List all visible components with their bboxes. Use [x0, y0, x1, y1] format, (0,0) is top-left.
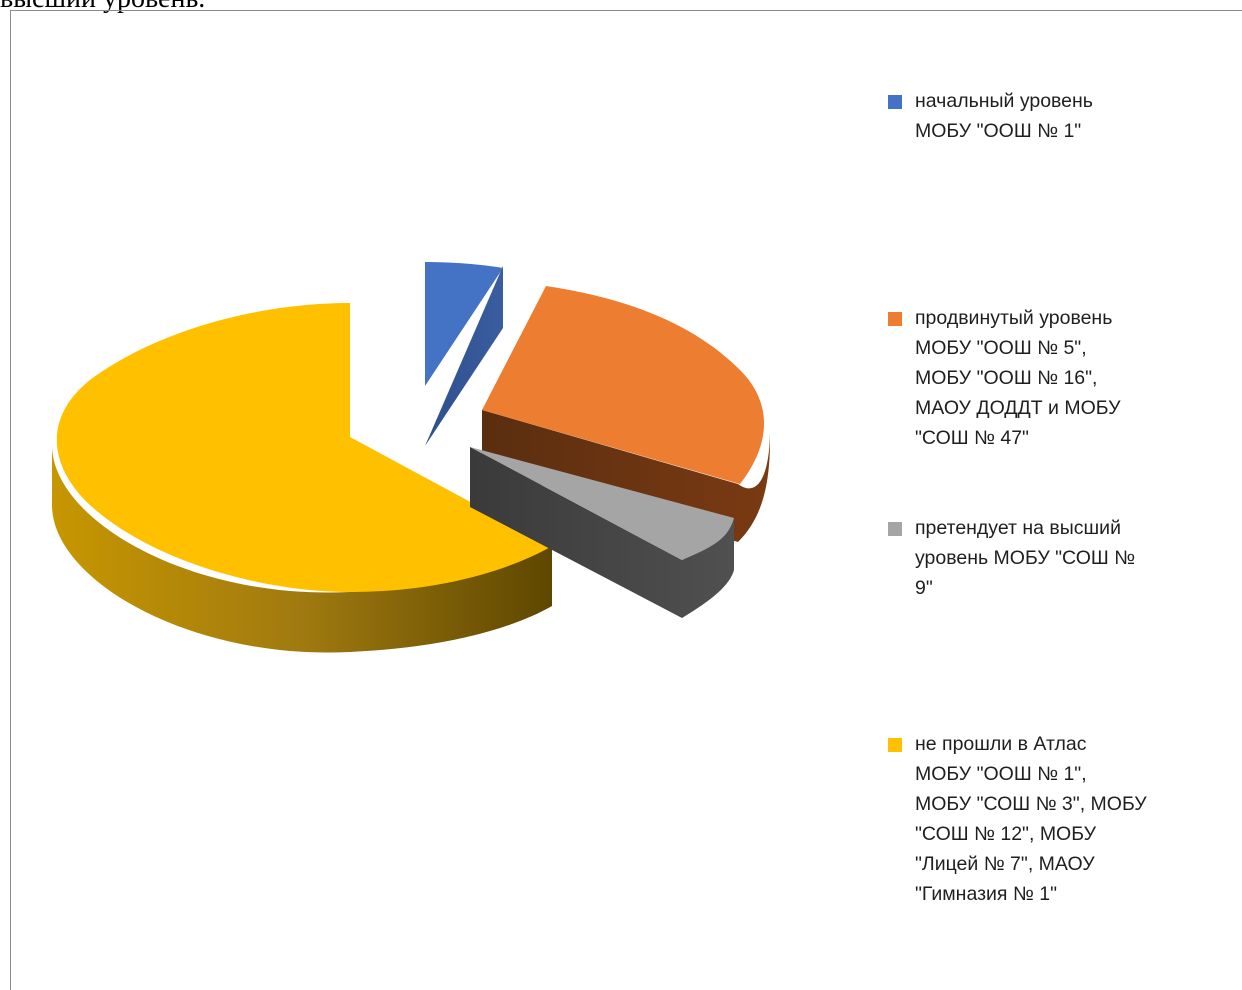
pie-slice-4: [52, 303, 552, 653]
legend-swatch-2: [888, 312, 902, 326]
legend-label-1: начальный уровень МОБУ "ООШ № 1": [915, 90, 1093, 142]
pie-slice-1: [425, 262, 503, 446]
legend-label-3: претендует на высший уровень МОБУ "СОШ №…: [915, 517, 1136, 599]
chart-frame: [10, 10, 1242, 990]
pie-slice-3: [470, 447, 734, 618]
legend-label-2: продвинутый уровень МОБУ "ООШ № 5", МОБУ…: [915, 307, 1121, 449]
legend-swatch-3: [888, 522, 902, 536]
legend-swatch-1: [888, 95, 902, 109]
legend-swatch-4: [888, 738, 902, 752]
legend-label-4: не прошли в Атлас МОБУ "ООШ № 1", МОБУ "…: [915, 733, 1147, 905]
